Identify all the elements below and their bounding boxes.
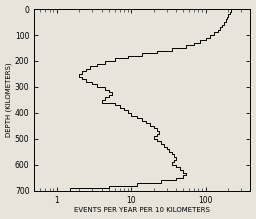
X-axis label: EVENTS PER YEAR PER 10 KILOMETERS: EVENTS PER YEAR PER 10 KILOMETERS xyxy=(74,207,210,214)
Y-axis label: DEPTH (KILOMETERS): DEPTH (KILOMETERS) xyxy=(6,63,12,137)
